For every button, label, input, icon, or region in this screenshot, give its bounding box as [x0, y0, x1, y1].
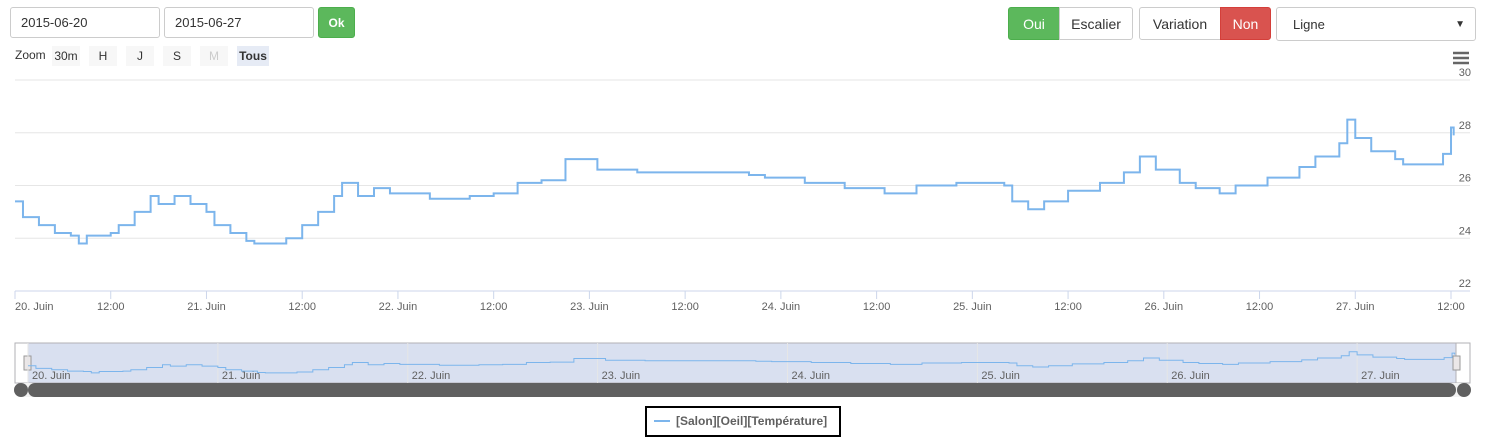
- y-tick-label: 24: [1459, 225, 1471, 237]
- x-tick-label: 20. Juin: [15, 301, 54, 313]
- navigator-tick-label: 24. Juin: [791, 370, 830, 382]
- date-from[interactable]: 2015-06-20: [10, 7, 160, 38]
- y-tick-label: 26: [1459, 173, 1471, 185]
- x-tick-label: 12:00: [1437, 301, 1465, 313]
- navigator-tick-label: 23. Juin: [602, 370, 641, 382]
- zoom-button[interactable]: Tous: [237, 46, 269, 66]
- step-label[interactable]: Escalier: [1059, 7, 1133, 40]
- scrollbar-button[interactable]: [14, 383, 28, 397]
- y-tick-label: 22: [1459, 278, 1471, 290]
- ok-button[interactable]: Ok: [318, 7, 355, 38]
- scrollbar-thumb[interactable]: [28, 383, 1456, 397]
- navigator-tick-label: 25. Juin: [981, 370, 1020, 382]
- navigator-tick-label: 27. Juin: [1361, 370, 1400, 382]
- x-tick-label: 12:00: [480, 301, 508, 313]
- step-on[interactable]: Oui: [1008, 7, 1060, 40]
- legend-box: [645, 406, 841, 437]
- zoom-button[interactable]: H: [89, 46, 117, 66]
- legend-label: [Salon][Oeil][Température]: [676, 414, 827, 428]
- menu-icon[interactable]: [1453, 51, 1469, 65]
- navigator-tick-label: 22. Juin: [412, 370, 451, 382]
- zoom-label: Zoom: [15, 48, 46, 62]
- zoom-button[interactable]: 30m: [52, 46, 80, 66]
- zoom-button[interactable]: J: [126, 46, 154, 66]
- y-tick-label: 30: [1459, 67, 1471, 79]
- x-tick-label: 21. Juin: [187, 301, 226, 313]
- x-tick-label: 12:00: [1054, 301, 1082, 313]
- date-to[interactable]: 2015-06-27: [164, 7, 314, 38]
- select-value: Ligne: [1293, 16, 1325, 32]
- zoom-button[interactable]: M: [200, 46, 228, 66]
- navigator-tick-label: 21. Juin: [222, 370, 261, 382]
- navigator-line: [28, 351, 1456, 374]
- series-line: [15, 118, 1455, 245]
- x-tick-label: 24. Juin: [762, 301, 801, 313]
- x-tick-label: 26. Juin: [1145, 301, 1184, 313]
- x-tick-label: 25. Juin: [953, 301, 992, 313]
- x-tick-label: 12:00: [671, 301, 699, 313]
- x-tick-label: 12:00: [863, 301, 891, 313]
- x-tick-label: 27. Juin: [1336, 301, 1375, 313]
- scrollbar-button[interactable]: [1457, 383, 1471, 397]
- x-tick-label: 12:00: [288, 301, 316, 313]
- navigator-tick-label: 20. Juin: [32, 370, 71, 382]
- x-tick-label: 12:00: [1246, 301, 1274, 313]
- zoom-button[interactable]: S: [163, 46, 191, 66]
- chart-type-select[interactable]: Ligne ▼: [1276, 7, 1476, 41]
- x-tick-label: 23. Juin: [570, 301, 609, 313]
- select-caret: ▼: [1455, 18, 1465, 30]
- variation-off[interactable]: Non: [1220, 7, 1271, 40]
- navigator-handle[interactable]: [1452, 355, 1461, 371]
- x-tick-label: 12:00: [97, 301, 125, 313]
- y-tick-label: 28: [1459, 120, 1471, 132]
- x-tick-label: 22. Juin: [379, 301, 418, 313]
- navigator-tick-label: 26. Juin: [1171, 370, 1210, 382]
